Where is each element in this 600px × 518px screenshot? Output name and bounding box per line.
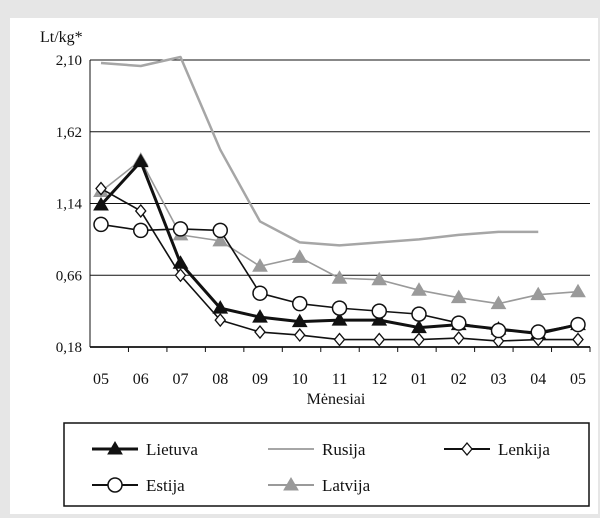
series-rusija (100, 55, 539, 247)
diamond-marker (293, 328, 306, 343)
legend-label: Estija (146, 476, 185, 495)
triangle-marker (252, 309, 268, 323)
triangle-marker (172, 255, 189, 269)
triangle-marker (331, 270, 348, 284)
triangle-marker (93, 197, 109, 211)
diamond-marker (492, 334, 505, 349)
y-tick-label: 1,14 (56, 197, 83, 213)
legend: Lietuva Rusija Lenkija Estija Latvija (92, 440, 550, 495)
triangle-marker (411, 282, 427, 296)
legend-item-estija: Estija (92, 476, 185, 495)
triangle-marker (371, 312, 388, 326)
diamond-marker (174, 268, 187, 283)
diamond-marker (452, 331, 465, 346)
circle-marker (530, 324, 546, 340)
diamond-marker (254, 325, 266, 340)
circle-marker (212, 222, 228, 239)
triangle-marker (411, 319, 427, 334)
diamond-marker (95, 181, 107, 196)
triangle-marker (570, 283, 586, 298)
triangle-marker (291, 249, 308, 263)
circle-marker (107, 477, 123, 493)
x-tick-label: 03 (491, 371, 507, 388)
triangle-marker (530, 286, 547, 301)
x-tick-label: 02 (451, 371, 467, 388)
chart-frame: Lt/kg* 2,10 1,62 1,14 0,66 0,18 05 06 07 08 09 10… (10, 18, 598, 514)
triangle-marker (252, 258, 268, 272)
circle-marker (292, 295, 308, 312)
legend-item-rusija: Rusija (268, 440, 366, 459)
triangle-marker (450, 289, 467, 304)
x-tick-label: 05 (93, 371, 109, 388)
diamond-marker (461, 441, 473, 457)
legend-item-lenkija: Lenkija (444, 440, 550, 459)
circle-marker (490, 322, 507, 339)
diamond-marker (413, 332, 425, 347)
legend-box (63, 422, 590, 507)
triangle-marker (371, 271, 388, 286)
series-group (93, 55, 586, 349)
diamond-marker (572, 332, 584, 347)
line-chart: Lt/kg* 2,10 1,62 1,14 0,66 0,18 05 06 07 08 09 10… (40, 29, 591, 507)
legend-item-lietuva: Lietuva (92, 440, 198, 459)
circle-marker (133, 222, 149, 239)
x-tick-label: 05 (570, 371, 586, 388)
triangle-marker (107, 441, 123, 455)
y-tick-labels: 2,10 1,62 1,14 0,66 0,18 (56, 53, 83, 356)
series-estija (93, 216, 586, 340)
y-tick-label: 2,10 (56, 53, 82, 69)
triangle-marker (291, 313, 308, 328)
series-lenkija (95, 181, 584, 349)
x-tick-label: 01 (411, 371, 427, 388)
circle-marker (172, 221, 189, 237)
diamond-marker (373, 332, 386, 347)
legend-label: Lenkija (498, 440, 550, 459)
circle-marker (411, 306, 427, 322)
x-tick-labels: 05 06 07 08 09 10 11 12 01 02 03 04 05 (93, 347, 591, 388)
triangle-marker (132, 153, 149, 168)
x-tick-label: 09 (252, 371, 268, 388)
x-tick-label: 12 (371, 371, 387, 388)
diamond-marker (134, 203, 147, 218)
y-tick-label: 0,66 (56, 268, 83, 284)
circle-marker (451, 315, 467, 331)
x-tick-label: 10 (292, 371, 308, 388)
x-tick-label: 04 (530, 371, 546, 388)
x-tick-label: 11 (332, 371, 347, 388)
legend-label: Rusija (322, 440, 366, 459)
legend-label: Lietuva (146, 440, 198, 459)
circle-marker (570, 316, 586, 333)
circle-marker (371, 303, 387, 319)
series-line (100, 55, 539, 247)
y-axis-label: Lt/kg* (40, 29, 83, 46)
x-tick-label: 07 (173, 371, 189, 388)
triangle-marker (490, 295, 507, 310)
y-tick-label: 1,62 (56, 125, 82, 141)
diamond-marker (214, 313, 227, 328)
diamond-marker (333, 332, 346, 347)
circle-marker (252, 285, 268, 301)
x-tick-label: 08 (212, 371, 228, 388)
circle-marker (331, 300, 348, 316)
triangle-marker (331, 312, 348, 326)
triangle-marker (283, 477, 299, 491)
legend-label: Latvija (322, 476, 371, 495)
triangle-marker (212, 300, 229, 314)
y-tick-label: 0,18 (56, 340, 82, 356)
legend-item-latvija: Latvija (268, 476, 371, 495)
triangle-marker (212, 232, 229, 247)
x-tick-label: 06 (133, 371, 149, 388)
circle-marker (93, 216, 109, 233)
x-axis-label: Mėnesiai (307, 391, 366, 408)
